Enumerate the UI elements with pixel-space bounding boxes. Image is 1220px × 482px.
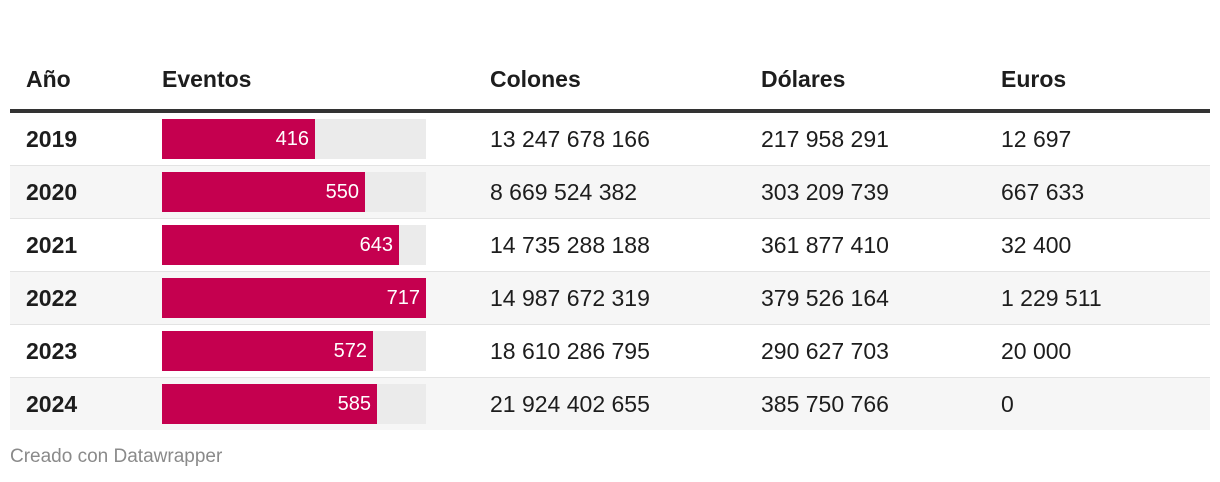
table-body: 2019 416 13 247 678 166 217 958 291 12 697 20… [10,111,1210,430]
cell-colones: 21 924 402 655 [490,377,761,430]
data-table-container: Año Eventos Colones Dólares Euros 2019 41… [10,0,1210,430]
cell-euros: 20 000 [1001,324,1210,378]
cell-dolares: 361 877 410 [761,218,1001,272]
cell-year: 2020 [10,165,162,219]
table-header-row: Año Eventos Colones Dólares Euros [10,0,1210,113]
events-bar-label: 416 [275,128,309,150]
cell-events: 717 [162,271,490,325]
events-bar [162,225,399,265]
events-bar-label: 585 [337,393,371,415]
events-bar-track: 572 [162,331,426,371]
cell-year: 2023 [10,324,162,378]
cell-euros: 0 [1001,377,1210,430]
cell-dolares: 385 750 766 [761,377,1001,430]
events-bar [162,119,315,159]
cell-dolares: 303 209 739 [761,165,1001,219]
data-table: Año Eventos Colones Dólares Euros 2019 41… [10,0,1210,430]
cell-year: 2022 [10,271,162,325]
column-header-year: Año [10,0,162,113]
cell-euros: 1 229 511 [1001,271,1210,325]
cell-dolares: 379 526 164 [761,271,1001,325]
table-row: 2022 717 14 987 672 319 379 526 164 1 229 51… [10,271,1210,325]
cell-events: 572 [162,324,490,378]
cell-events: 585 [162,377,490,430]
events-bar [162,278,426,318]
events-bar-track: 643 [162,225,426,265]
events-bar [162,384,377,424]
cell-euros: 12 697 [1001,111,1210,166]
cell-colones: 14 987 672 319 [490,271,761,325]
table-row: 2024 585 21 924 402 655 385 750 766 0 [10,377,1210,430]
cell-year: 2019 [10,111,162,166]
events-bar-label: 643 [359,234,393,256]
column-header-dolares: Dólares [761,0,1001,113]
cell-dolares: 217 958 291 [761,111,1001,166]
cell-euros: 32 400 [1001,218,1210,272]
cell-events: 643 [162,218,490,272]
cell-year: 2024 [10,377,162,430]
footer-credit: Creado con Datawrapper [10,446,223,467]
cell-euros: 667 633 [1001,165,1210,219]
events-bar-track: 416 [162,119,426,159]
events-bar [162,331,373,371]
cell-colones: 8 669 524 382 [490,165,761,219]
table-row: 2019 416 13 247 678 166 217 958 291 12 697 [10,111,1210,166]
events-bar-label: 550 [325,181,359,203]
cell-events: 416 [162,111,490,166]
cell-colones: 13 247 678 166 [490,111,761,166]
table-row: 2023 572 18 610 286 795 290 627 703 20 000 [10,324,1210,378]
cell-colones: 18 610 286 795 [490,324,761,378]
table-row: 2021 643 14 735 288 188 361 877 410 32 400 [10,218,1210,272]
events-bar-track: 550 [162,172,426,212]
column-header-colones: Colones [490,0,761,113]
cell-colones: 14 735 288 188 [490,218,761,272]
events-bar-label: 717 [386,287,420,309]
cell-dolares: 290 627 703 [761,324,1001,378]
column-header-euros: Euros [1001,0,1210,113]
events-bar-track: 585 [162,384,426,424]
cell-year: 2021 [10,218,162,272]
cell-events: 550 [162,165,490,219]
events-bar-track: 717 [162,278,426,318]
events-bar-label: 572 [333,340,367,362]
table-row: 2020 550 8 669 524 382 303 209 739 667 633 [10,165,1210,219]
events-bar [162,172,365,212]
column-header-events: Eventos [162,0,490,113]
